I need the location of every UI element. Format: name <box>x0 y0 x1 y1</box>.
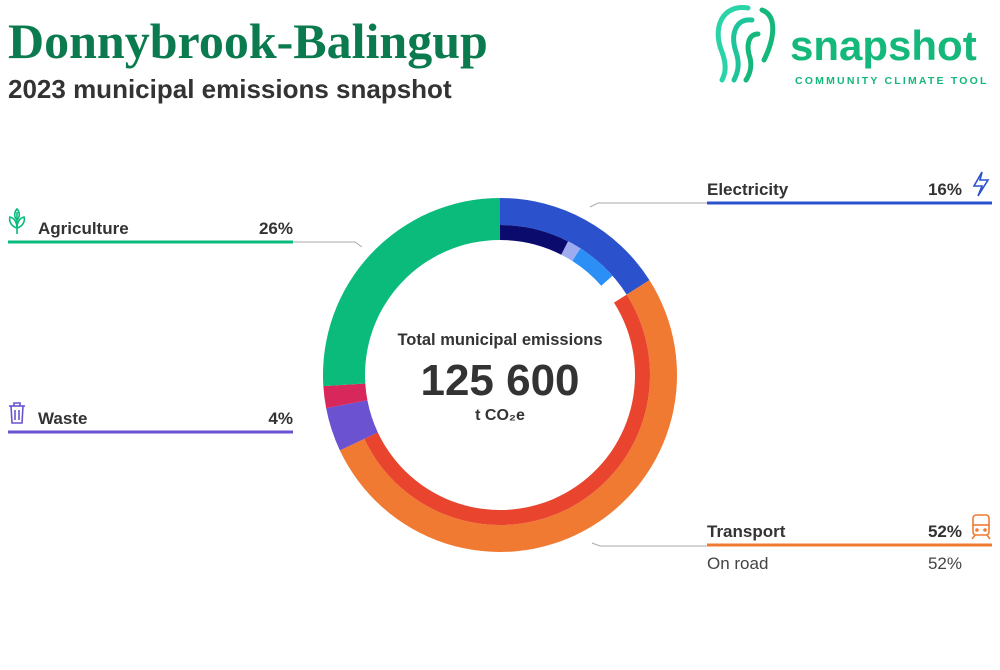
center-label: Total municipal emissions <box>397 331 602 349</box>
category-percent: 4% <box>268 409 293 428</box>
category-label: Transport <box>707 522 786 541</box>
logo: snapshot COMMUNITY CLIMATE TOOL <box>715 5 989 87</box>
donut-segment <box>323 198 500 387</box>
category-percent: 26% <box>259 219 293 238</box>
transport-icon <box>971 514 991 540</box>
chart-subtitle: 2023 municipal emissions snapshot <box>8 74 452 104</box>
category-label: Electricity <box>707 180 789 199</box>
agriculture-icon <box>8 207 26 234</box>
category-percent: 16% <box>928 180 962 199</box>
donut-subsegment <box>500 225 569 255</box>
logo-word: snapshot <box>790 22 977 69</box>
logo-icon <box>715 5 776 83</box>
donut-segment <box>326 400 378 451</box>
category-label: Waste <box>38 409 87 428</box>
donut <box>323 198 677 553</box>
center-unit: t CO₂e <box>475 407 525 424</box>
chart-title: Donnybrook-Balingup <box>8 13 488 69</box>
sub-percent: 52% <box>928 554 962 573</box>
center-total: 125 600 <box>420 356 579 405</box>
sub-label: On road <box>707 554 768 573</box>
donut-segment <box>500 198 650 295</box>
connector <box>293 241 363 248</box>
category-percent: 52% <box>928 522 962 541</box>
connector <box>589 202 707 208</box>
donut-segment <box>339 280 677 553</box>
connector <box>591 542 707 547</box>
category-label: Agriculture <box>38 219 129 238</box>
donut-subsegment <box>561 241 581 262</box>
waste-icon <box>9 402 25 424</box>
logo-tagline: COMMUNITY CLIMATE TOOL <box>795 75 989 87</box>
donut-segment <box>323 383 368 409</box>
donut-subsegment <box>572 248 613 286</box>
electricity-icon <box>972 171 990 197</box>
